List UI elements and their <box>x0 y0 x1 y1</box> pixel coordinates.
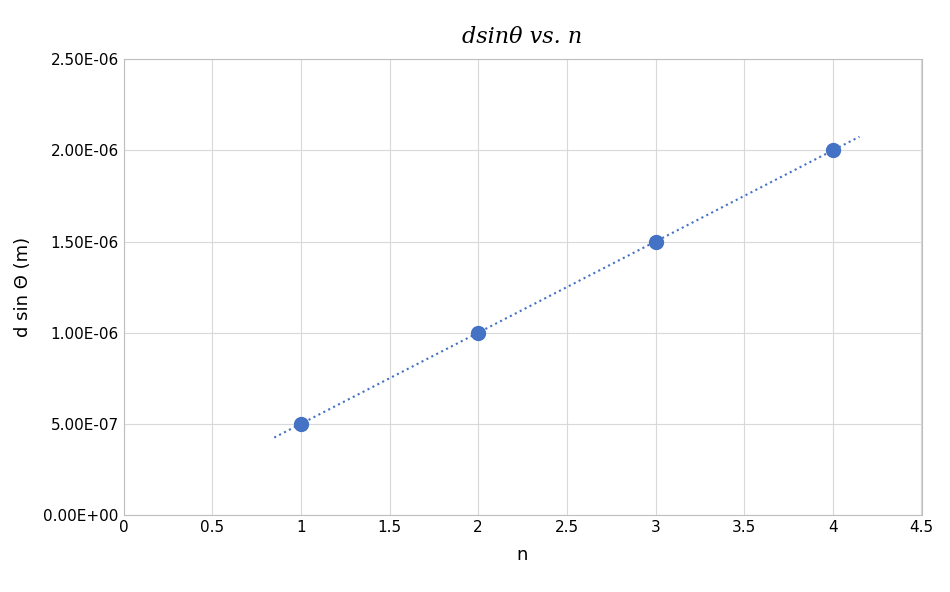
Point <box>294 419 309 429</box>
Point <box>826 146 841 155</box>
Point <box>648 237 663 246</box>
Point <box>470 328 485 337</box>
Y-axis label: d sin Θ (m): d sin Θ (m) <box>14 237 32 337</box>
X-axis label: n: n <box>517 546 528 564</box>
Title: dsinθ vs. n: dsinθ vs. n <box>463 25 582 47</box>
